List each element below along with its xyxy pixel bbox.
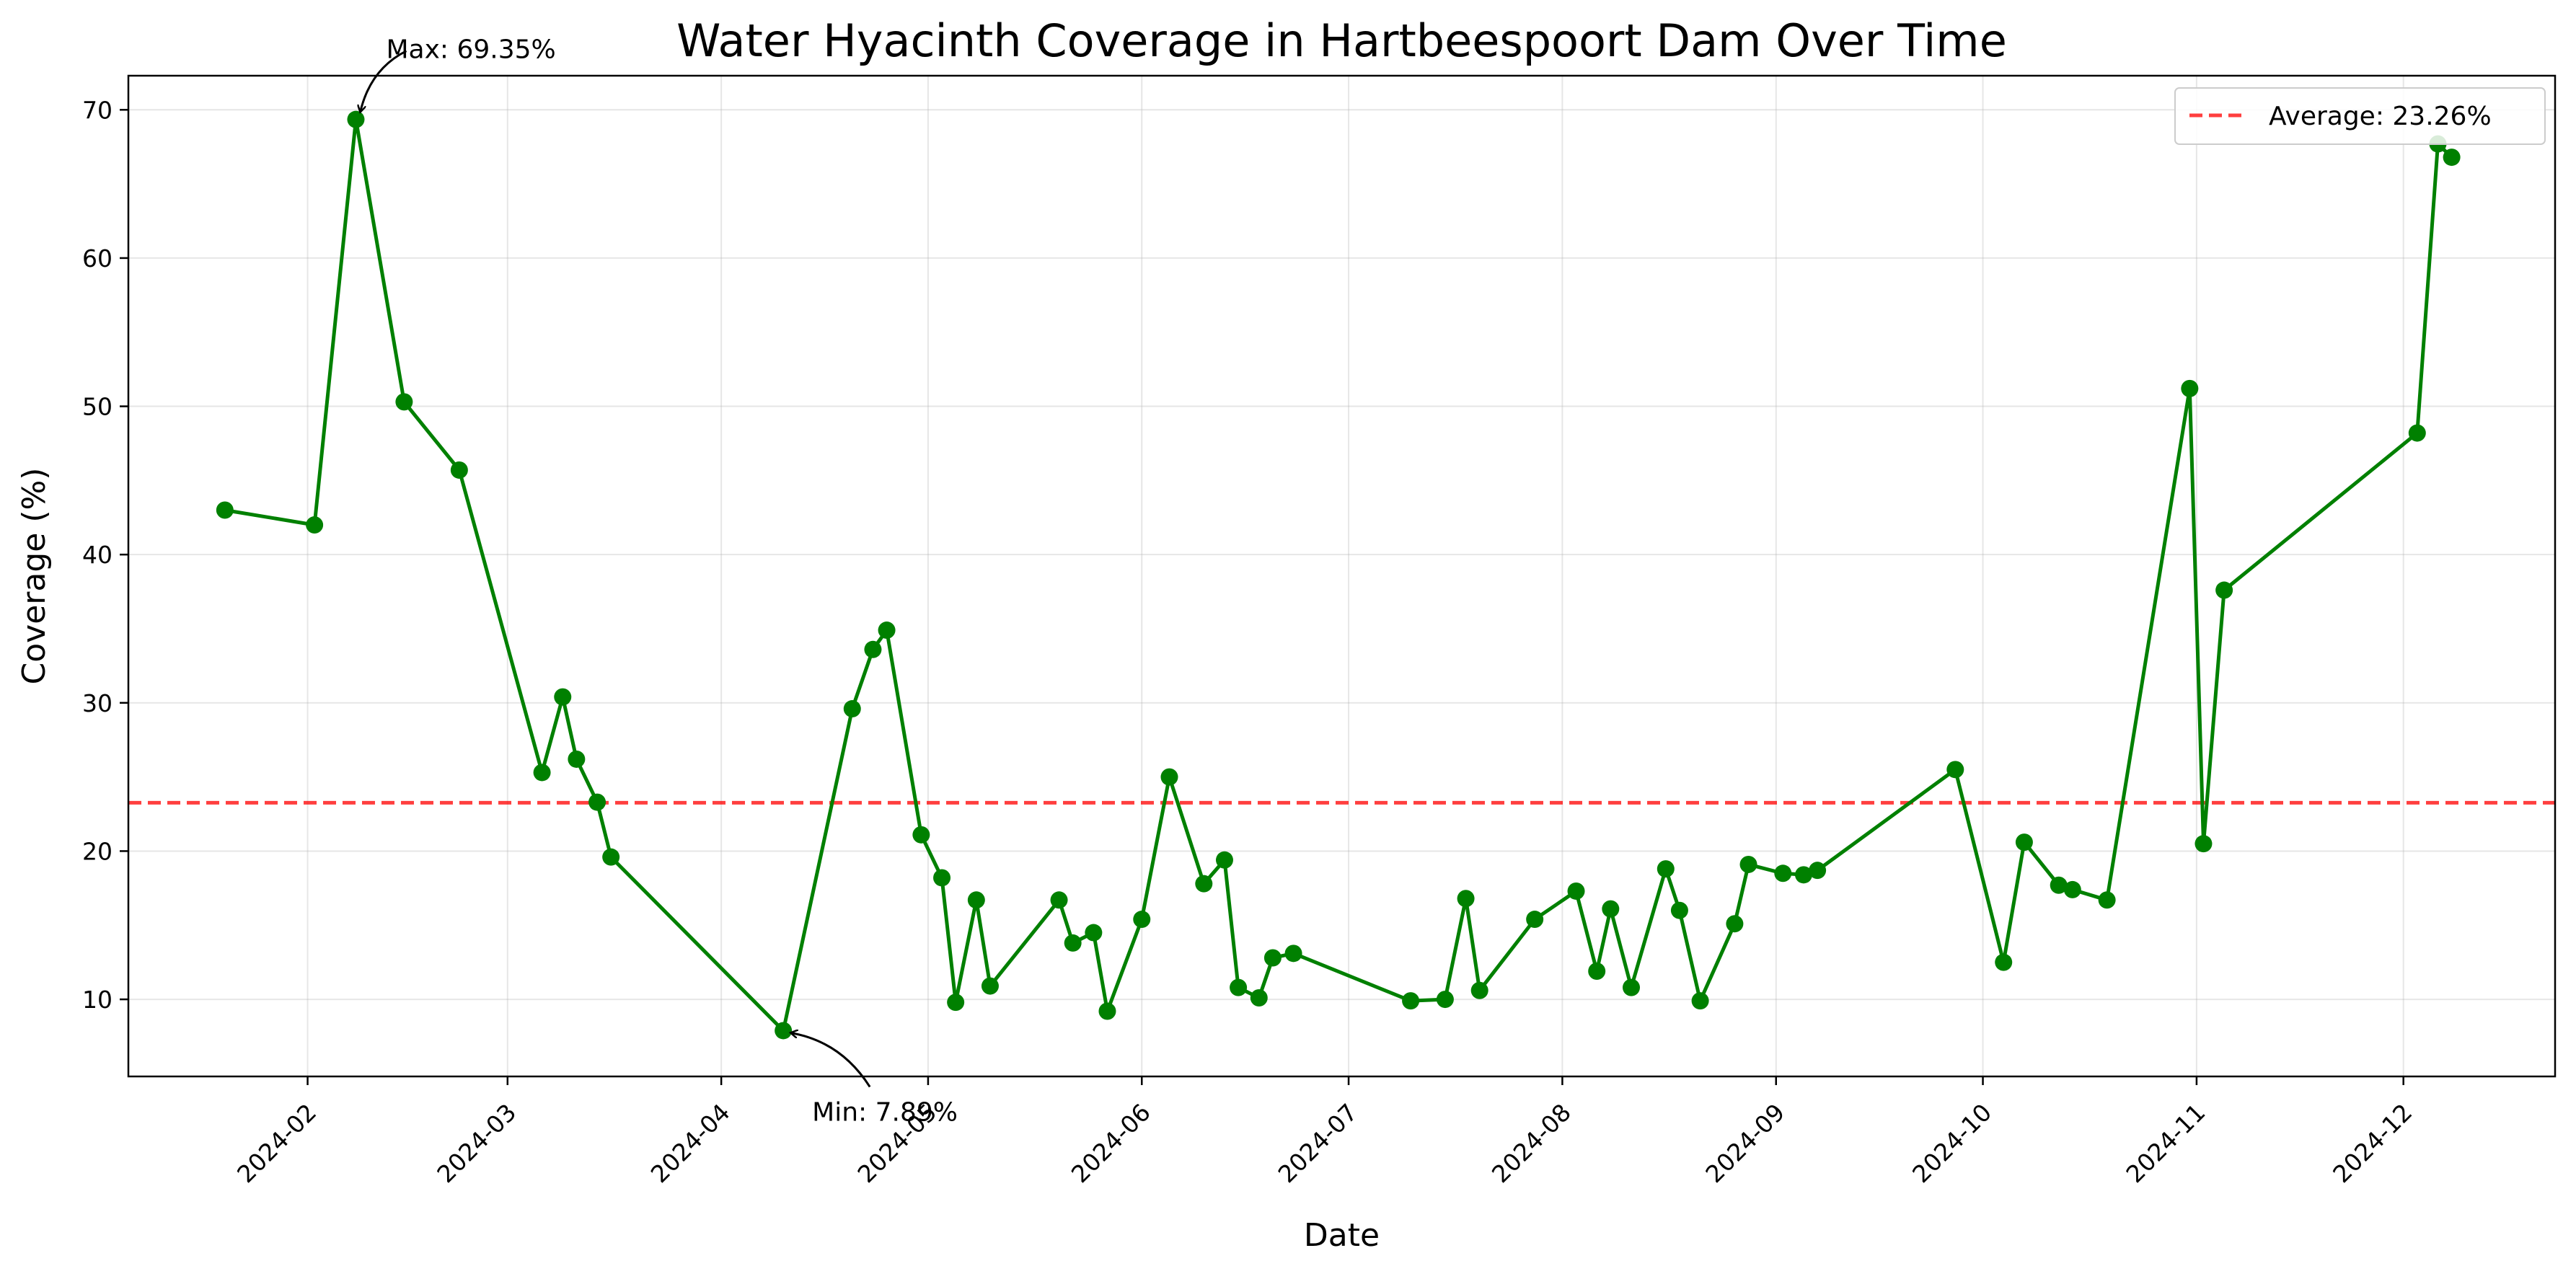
chart-title: Water Hyacinth Coverage in Hartbeespoort…: [676, 14, 2007, 67]
data-point: [1657, 860, 1675, 878]
data-point: [216, 501, 234, 519]
series-layer: [216, 110, 2461, 1040]
data-point: [981, 977, 999, 995]
data-point: [1809, 862, 1827, 880]
min-annotation-label: Min: 7.89%: [812, 1097, 958, 1127]
data-point: [1794, 866, 1812, 884]
y-tick-label: 50: [82, 393, 113, 421]
data-point: [347, 110, 365, 128]
data-point: [1602, 900, 1620, 918]
data-point: [1215, 851, 1233, 869]
data-point: [1133, 911, 1151, 929]
legend-label-average: Average: 23.26%: [2269, 102, 2492, 131]
x-axis-title: Date: [1304, 1217, 1380, 1254]
data-point: [1050, 891, 1068, 909]
data-point: [1774, 864, 1792, 882]
data-point: [1085, 924, 1103, 942]
data-point: [602, 848, 620, 866]
data-point: [2195, 835, 2213, 853]
data-point: [1946, 761, 1964, 779]
data-point: [2050, 876, 2068, 894]
data-point: [1588, 963, 1606, 981]
data-point: [450, 461, 468, 479]
data-point: [1670, 901, 1688, 919]
data-point: [775, 1022, 793, 1040]
data-point: [1470, 981, 1488, 999]
legend: Average: 23.26%: [2174, 87, 2546, 145]
plot-frame: [127, 74, 2557, 1078]
data-point: [1526, 911, 1544, 929]
data-point: [1195, 875, 1213, 893]
data-point: [1739, 855, 1757, 873]
data-point: [1402, 992, 1420, 1010]
data-point: [843, 700, 861, 718]
data-point: [2215, 581, 2233, 599]
y-tick-label: 70: [82, 96, 113, 124]
data-point: [878, 621, 896, 640]
y-tick-label: 30: [82, 689, 113, 717]
y-tick-label: 40: [82, 541, 113, 569]
data-point: [588, 793, 606, 811]
series-line: [224, 118, 2453, 1032]
data-point: [306, 516, 324, 534]
data-point: [1457, 890, 1475, 908]
data-point: [947, 994, 965, 1012]
data-point: [967, 891, 985, 909]
data-point: [2181, 379, 2199, 397]
data-point: [1436, 991, 1454, 1009]
data-point: [2443, 149, 2461, 167]
data-point: [2408, 424, 2426, 442]
data-point: [933, 869, 951, 887]
data-point: [1995, 953, 2013, 971]
data-point: [554, 688, 572, 706]
data-point: [1567, 882, 1585, 900]
data-point: [912, 826, 930, 844]
data-point: [1623, 978, 1641, 996]
legend-box: [2174, 87, 2546, 145]
y-tick-label: 20: [82, 837, 113, 865]
data-point: [2098, 891, 2116, 909]
data-point: [1230, 978, 1248, 996]
data-point: [1064, 934, 1082, 952]
y-axis-title: Coverage (%): [16, 468, 53, 685]
data-point: [2015, 833, 2033, 851]
data-point: [395, 393, 413, 411]
max-annotation-label: Max: 69.35%: [386, 35, 555, 65]
data-point: [1691, 992, 1709, 1010]
y-tick-label: 10: [82, 986, 113, 1014]
data-point: [1098, 1002, 1116, 1020]
grid-lines: [128, 76, 2555, 1076]
data-point: [1250, 989, 1268, 1007]
data-point: [533, 764, 551, 782]
data-point: [864, 640, 882, 658]
data-point: [1726, 915, 1744, 933]
data-point: [1284, 945, 1302, 963]
data-point: [568, 750, 586, 768]
data-point: [2063, 880, 2081, 898]
data-point: [1263, 949, 1282, 967]
y-tick-label: 60: [82, 244, 113, 273]
data-point: [1160, 768, 1178, 786]
